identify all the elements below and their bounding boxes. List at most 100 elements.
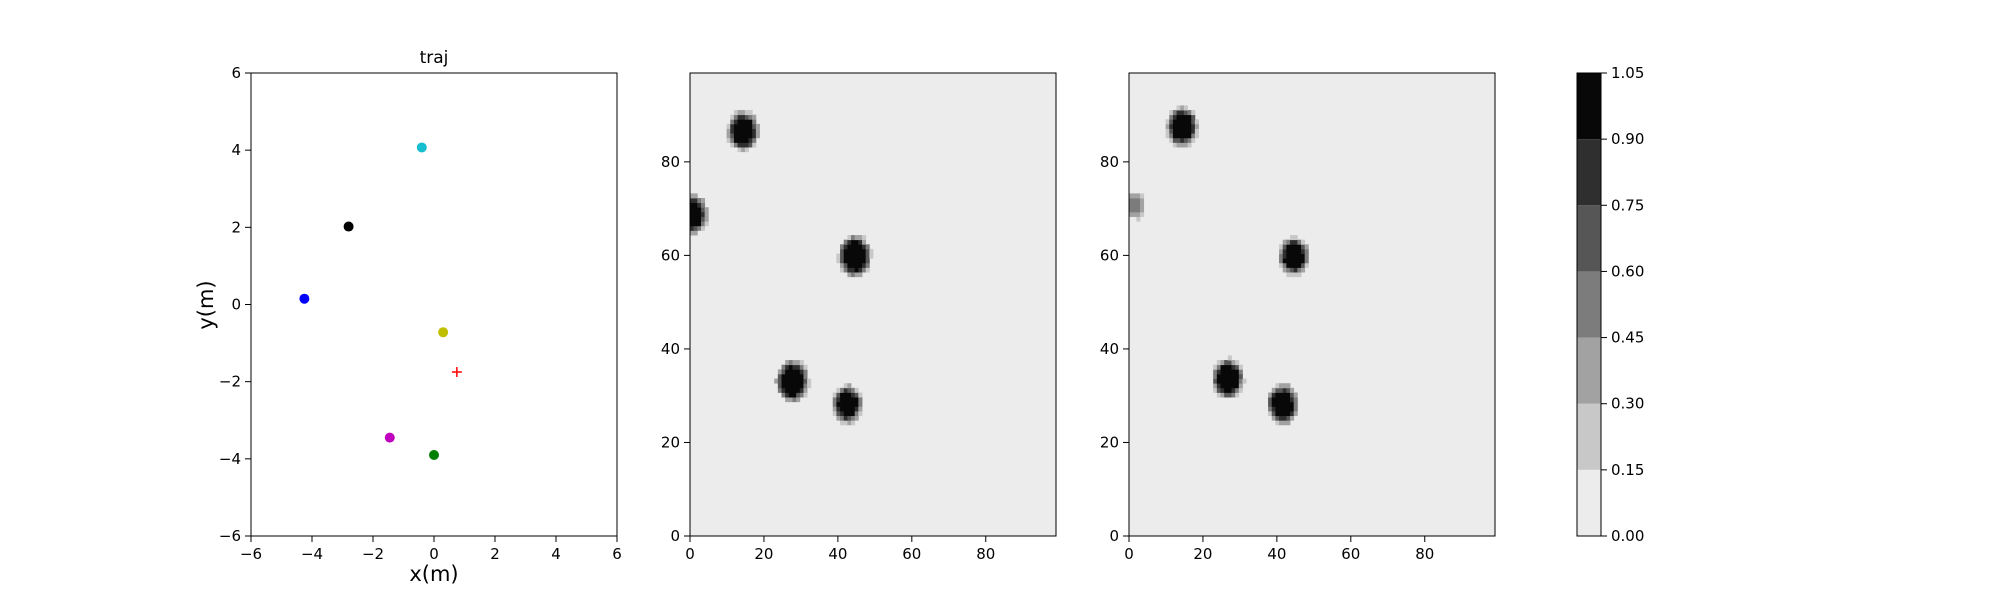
heatmap-cell [1172, 123, 1177, 129]
heatmap-cell [854, 410, 859, 417]
heatmap-cell [1169, 123, 1174, 129]
heatmap-cell [752, 114, 757, 120]
heatmap-cell [854, 272, 859, 278]
heatmap-cell [1231, 364, 1236, 370]
heatmap-cell [799, 360, 804, 366]
heatmap-cell [1129, 193, 1134, 199]
heatmap-cell [799, 392, 804, 398]
heatmap-cell [1180, 133, 1185, 139]
heatmap-cell [1238, 369, 1243, 375]
heatmap-cell [854, 415, 859, 421]
heatmap-cell [796, 397, 801, 403]
heatmap-cell [1275, 392, 1280, 398]
heatmap-cell [840, 406, 845, 412]
heatmap-cell [843, 262, 848, 268]
heatmap-cell [1293, 272, 1298, 278]
heatmap-cell [741, 147, 746, 153]
heatmap-cell [1297, 244, 1302, 250]
heatmap-cell [1297, 272, 1302, 278]
heatmap-cell [847, 248, 852, 254]
heatmap-cell [1213, 383, 1218, 389]
heatmap-cell [744, 114, 749, 120]
heatmap-cell [1187, 133, 1192, 139]
heatmap-cell [1194, 123, 1199, 129]
heatmap-cell [693, 193, 698, 199]
heatmap-cell [858, 392, 863, 398]
heatmap-cell [697, 211, 702, 217]
heatmap-cell [836, 387, 841, 393]
heatmap-cell [847, 383, 852, 389]
heatmap-cell [1213, 369, 1218, 375]
heatmap-cell [1268, 392, 1273, 398]
heatmap-cell [1180, 114, 1185, 120]
colorbar-ticks: 0.00 0.15 0.30 0.45 0.60 0.75 0.90 1.05 [1601, 64, 1644, 545]
heatmap-cell [1279, 397, 1284, 403]
heatmap-cell [1279, 387, 1284, 393]
heatmap-cell [1275, 420, 1280, 426]
heatmap-cell [799, 364, 804, 370]
heatmap-cell [1176, 114, 1181, 120]
heatmap-cell [840, 397, 845, 403]
heatmap-cell [832, 410, 837, 417]
heatmap-cell [1293, 397, 1298, 403]
colorbar-tick-label: 0.90 [1611, 130, 1644, 148]
x-tick-label: 80 [1415, 545, 1434, 563]
heatmap-cell [1304, 262, 1309, 268]
heatmap-cell [840, 415, 845, 421]
heatmap-cell [843, 253, 848, 259]
heatmap-cell [704, 207, 709, 213]
heatmap-cell [785, 378, 790, 384]
heatmap-cell [1275, 383, 1280, 389]
heatmap-cell [1224, 369, 1229, 375]
heatmap-cell [1139, 207, 1145, 213]
heatmap-cell [1301, 267, 1306, 273]
heatmap-cell [1268, 406, 1273, 412]
heatmap-cell [1297, 253, 1302, 259]
heatmap-cell [1227, 355, 1232, 361]
heatmap-cell [1224, 392, 1229, 398]
heatmap-cell [1301, 244, 1306, 250]
heatmap-cell [1165, 119, 1170, 125]
heatmap-cell [862, 267, 867, 273]
heatmap-cells [690, 73, 1056, 536]
heatmap-cell [1231, 360, 1236, 366]
heatmap-cell [792, 373, 797, 379]
heatmap-cell [1176, 128, 1181, 134]
heatmap-cell [1231, 373, 1236, 379]
heatmap-cell [693, 216, 698, 222]
heatmap-cell [1275, 387, 1280, 393]
heatmap-cell [1191, 128, 1196, 134]
x-tick-label: −6 [240, 545, 262, 563]
heatmap-cell [858, 235, 863, 241]
heatmap-cell [1220, 378, 1225, 384]
heatmap-cell [858, 262, 863, 268]
heatmap-cell [730, 137, 735, 143]
heatmap-cell [700, 207, 706, 213]
heatmap-cell [862, 258, 867, 264]
heatmap-cell [777, 387, 782, 393]
colorbar-bands [1577, 73, 1601, 536]
heatmap-cell [1290, 239, 1295, 245]
heatmap-cell [851, 420, 856, 426]
heatmap-cell [1279, 392, 1284, 398]
heatmap-cell [796, 373, 801, 379]
heatmap-cell [803, 378, 808, 384]
heatmap-cell [755, 133, 760, 139]
heatmap-cell [1282, 397, 1287, 403]
heatmap-cell [700, 202, 706, 208]
heatmap-cell [737, 137, 742, 143]
heatmap-cell [693, 202, 698, 208]
heatmap-cell [752, 133, 757, 139]
heatmap-cell [843, 406, 848, 412]
heatmap-cell [697, 202, 702, 208]
target-plus-marker [451, 367, 462, 378]
heatmap-cell [1169, 137, 1174, 143]
heatmap-cell [1213, 378, 1218, 384]
heatmap-cell [1279, 420, 1284, 426]
heatmap-cell [1293, 262, 1298, 268]
heatmap-cell [840, 420, 845, 426]
heatmap-cell [1279, 248, 1284, 254]
heatmap-cell [1220, 364, 1225, 370]
heatmap-cells [1129, 73, 1495, 536]
heatmap-cell [869, 253, 874, 259]
